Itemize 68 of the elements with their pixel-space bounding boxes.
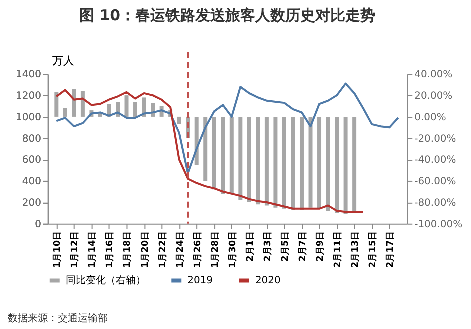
x-tick-label: 1月30日 [227, 231, 238, 268]
bar [238, 116, 243, 200]
bar [230, 116, 234, 194]
bar [308, 116, 313, 208]
x-tick-label: 2月5日 [280, 231, 291, 262]
legend-label: 同比变化（右轴） [66, 274, 146, 287]
y2-tick-label: -100.00% [414, 219, 463, 230]
x-tick-label: 1月18日 [122, 231, 134, 268]
y-tick-label: 1000 [16, 112, 42, 124]
bar [72, 89, 76, 117]
x-tick-label: 2月15日 [368, 231, 379, 268]
bar [326, 116, 330, 212]
bar [318, 116, 322, 209]
y2-tick-label: -60.00% [414, 176, 456, 188]
y-axis-title: 万人 [52, 54, 74, 68]
bar [124, 96, 129, 117]
y-tick-label: 0 [35, 219, 42, 230]
x-tick-label: 2月9日 [315, 231, 326, 262]
y2-tick-label: 20.00% [414, 91, 453, 102]
bar [335, 116, 340, 214]
x-tick-label: 2月1日 [244, 231, 256, 262]
chart-title: 图 10：春运铁路发送旅客人数历史对比走势 [80, 6, 376, 24]
x-tick-label: 1月12日 [70, 231, 81, 268]
y2-tick-label: 0.00% [414, 112, 446, 124]
x-tick-label: 2月11日 [332, 231, 344, 268]
bar [300, 116, 304, 210]
bar [352, 116, 357, 214]
y2-tick-label: -20.00% [414, 134, 456, 145]
x-tick-label: 2月7日 [297, 231, 308, 262]
y-tick-label: 800 [22, 134, 42, 145]
bar [177, 116, 182, 124]
y2-tick-label: 40.00% [414, 70, 453, 81]
bar [247, 116, 252, 202]
x-tick-label: 2月13日 [350, 231, 362, 268]
bar [264, 116, 269, 206]
x-tick-label: 1月14日 [87, 231, 98, 268]
bar [212, 116, 216, 190]
legend-label: 2019 [188, 276, 213, 287]
y-tick-label: 400 [22, 176, 42, 188]
line-series [56, 89, 364, 214]
bar [63, 108, 68, 117]
bar [282, 116, 286, 209]
y-tick-label: 200 [22, 198, 42, 209]
bar [274, 116, 278, 208]
bar [221, 116, 226, 194]
x-tick-label: 2月3日 [262, 231, 274, 262]
y-tick-label: 600 [22, 155, 42, 166]
bar [344, 116, 348, 214]
y-tick-label: 1400 [16, 70, 42, 81]
x-tick-label: 2月17日 [385, 231, 396, 268]
bar [134, 102, 138, 117]
y2-tick-label: -40.00% [414, 155, 456, 166]
x-tick-label: 1月16日 [104, 231, 116, 268]
x-tick-label: 1月26日 [192, 231, 204, 268]
x-tick-label: 1月28日 [210, 231, 221, 268]
x-tick-label: 1月20日 [140, 231, 151, 268]
bar [291, 116, 296, 210]
x-tick-label: 1月24日 [174, 231, 186, 268]
y-tick-label: 1200 [16, 91, 42, 102]
bar [256, 116, 260, 205]
legend-label: 2020 [255, 276, 281, 287]
x-tick-label: 1月22日 [157, 231, 168, 268]
source-note: 数据来源：交通运输部 [8, 312, 108, 325]
y2-tick-label: -80.00% [414, 198, 456, 209]
line-series [56, 82, 400, 175]
bar [204, 116, 208, 182]
bar [54, 92, 59, 117]
x-tick-label: 1月10日 [52, 231, 64, 268]
